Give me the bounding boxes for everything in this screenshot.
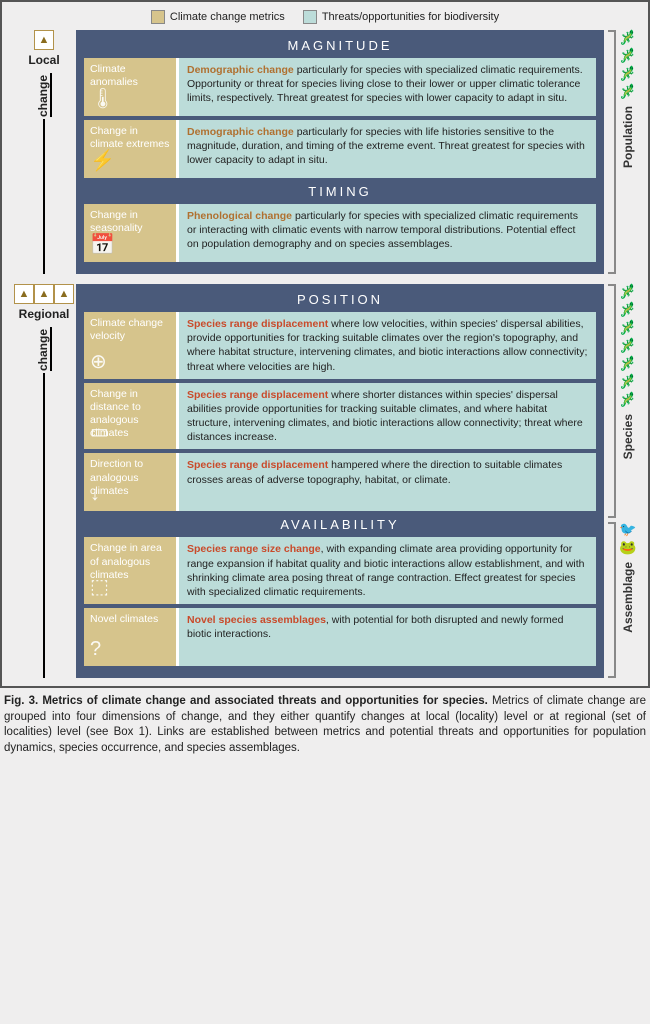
population-label: Population: [621, 106, 635, 168]
mountain-icon: ▲: [54, 284, 74, 304]
threat-emphasis: Demographic change: [187, 64, 294, 76]
caption-lead: Fig. 3. Metrics of climate change and as…: [4, 695, 488, 707]
threat-emphasis: Species range size change: [187, 543, 321, 555]
metric-icon: ⊕: [90, 350, 107, 375]
metric-name: Change in seasonality: [90, 209, 170, 235]
lizard-icon: 🦎: [619, 284, 636, 298]
regional-axis-bar: [43, 373, 45, 678]
local-right: 🦎 🦎 🦎 🦎 Population: [604, 30, 638, 274]
metric-icon: ⬚: [90, 575, 109, 600]
threat-emphasis: Demographic change: [187, 126, 294, 138]
local-block: ▲ Local change MAGNITUDEClimate anomalie…: [12, 30, 638, 274]
threat-emphasis: Species range displacement: [187, 318, 328, 330]
metric-row: Change in climate extremes⚡Demographic c…: [84, 120, 596, 178]
regional-scale-label: Regional: [19, 307, 70, 321]
metric-name-cell: Change in distance to analogous climates…: [84, 383, 176, 450]
metric-name-cell: Climate change velocity ⊕: [84, 312, 176, 379]
lizard-icon: 🦎: [619, 320, 636, 334]
lizard-icon: 🦎: [619, 356, 636, 370]
regional-block: ▲ ▲ ▲ Regional change POSITIONClimate ch…: [12, 284, 638, 678]
local-scale-icon: ▲: [34, 30, 54, 50]
dimension-header: TIMING: [84, 182, 596, 204]
dimension-header: POSITION: [84, 290, 596, 312]
bird-icon: 🐦: [619, 522, 636, 536]
assemblage-label: Assemblage: [621, 562, 635, 633]
metric-row: Climate change velocity ⊕ Species range di…: [84, 312, 596, 379]
metric-row: Change in area of analogous climates⬚Spe…: [84, 537, 596, 604]
metric-icon: ▭: [90, 420, 109, 445]
mountain-icon: ▲: [34, 284, 54, 304]
metric-name-cell: Novel climates?: [84, 608, 176, 666]
lizard-icon: 🦎: [619, 48, 636, 62]
metric-name-cell: Change in seasonality📅: [84, 204, 176, 262]
metric-name-cell: Direction to analogous climates↓: [84, 453, 176, 511]
bracket-icon: [608, 284, 616, 518]
threat-cell: Demographic change particularly for spec…: [176, 120, 596, 178]
metric-name: Change in climate extremes: [90, 125, 170, 151]
metric-row: Direction to analogous climates↓Species …: [84, 453, 596, 511]
legend: Climate change metrics Threats/opportuni…: [12, 10, 638, 24]
local-left: ▲ Local change: [12, 30, 76, 274]
metric-name-cell: Change in area of analogous climates⬚: [84, 537, 176, 604]
threat-cell: Phenological change particularly for spe…: [176, 204, 596, 262]
lizard-icon: 🦎: [619, 392, 636, 406]
metric-name: Novel climates: [90, 613, 170, 626]
local-panel: MAGNITUDEClimate anomalies🌡Demographic c…: [76, 30, 604, 274]
metric-row: Climate anomalies🌡Demographic change par…: [84, 58, 596, 116]
dimension-header: MAGNITUDE: [84, 36, 596, 58]
regional-scale-icons: ▲ ▲ ▲: [14, 284, 74, 304]
species-label: Species: [621, 414, 635, 459]
mountain-icon: ▲: [14, 284, 34, 304]
legend-threats: Threats/opportunities for biodiversity: [303, 10, 499, 24]
lizard-icon: 🦎: [619, 374, 636, 388]
metric-name-cell: Change in climate extremes⚡: [84, 120, 176, 178]
legend-metrics: Climate change metrics: [151, 10, 285, 24]
local-axis-bar: [43, 119, 45, 274]
threat-emphasis: Phenological change: [187, 210, 292, 222]
metric-name: Climate anomalies: [90, 63, 170, 89]
regional-panel: POSITION Climate change velocity ⊕ Species …: [76, 284, 604, 678]
local-axis-label: change: [36, 73, 52, 117]
regional-axis-label: change: [36, 327, 52, 371]
metric-row: Change in seasonality📅Phenological chang…: [84, 204, 596, 262]
frog-icon: 🐸: [619, 540, 636, 554]
lizard-icon: 🦎: [619, 30, 636, 44]
figure-caption: Fig. 3. Metrics of climate change and as…: [0, 688, 650, 758]
threat-cell: Species range size change, with expandin…: [176, 537, 596, 604]
metric-name-cell: Climate anomalies🌡: [84, 58, 176, 116]
swatch-metrics: [151, 10, 165, 24]
threat-cell: Species range displacement where shorter…: [176, 383, 596, 450]
bracket-icon: [608, 30, 616, 274]
threat-cell: Demographic change particularly for spec…: [176, 58, 596, 116]
lizard-icon: 🦎: [619, 66, 636, 80]
lizard-icon: 🦎: [619, 338, 636, 352]
legend-metrics-label: Climate change metrics: [170, 11, 285, 23]
metric-row: Change in distance to analogous climates…: [84, 383, 596, 450]
threat-cell: Novel species assemblages, with potentia…: [176, 608, 596, 666]
metric-icon: 📅: [90, 233, 115, 258]
legend-threats-label: Threats/opportunities for biodiversity: [322, 11, 499, 23]
figure-frame: Climate change metrics Threats/opportuni…: [0, 0, 650, 688]
threat-cell: Species range displacement where low vel…: [176, 312, 596, 379]
threat-emphasis: Species range displacement: [187, 389, 328, 401]
swatch-threats: [303, 10, 317, 24]
metric-name: Climate change velocity: [90, 317, 170, 343]
regional-left: ▲ ▲ ▲ Regional change: [12, 284, 76, 678]
threat-emphasis: Novel species assemblages: [187, 614, 326, 626]
dimension-header: AVAILABILITY: [84, 515, 596, 537]
lizard-icon: 🦎: [619, 302, 636, 316]
regional-right: 🦎 🦎 🦎 🦎 🦎 🦎 🦎 Species 🐦 🐸 Assemblage: [604, 284, 638, 678]
lizard-icon: 🦎: [619, 84, 636, 98]
metric-icon: ↓: [90, 482, 100, 507]
bracket-icon: [608, 522, 616, 678]
metric-name: Direction to analogous climates: [90, 458, 170, 497]
metric-icon: ⚡: [90, 149, 115, 174]
mountain-icon: ▲: [34, 30, 54, 50]
local-scale-label: Local: [28, 53, 59, 67]
metric-icon: ?: [90, 637, 101, 662]
threat-cell: Species range displacement hampered wher…: [176, 453, 596, 511]
metric-row: Novel climates?Novel species assemblages…: [84, 608, 596, 666]
threat-emphasis: Species range displacement: [187, 459, 328, 471]
metric-icon: 🌡: [90, 87, 115, 112]
